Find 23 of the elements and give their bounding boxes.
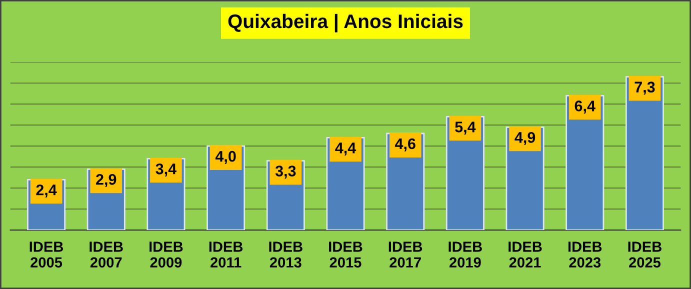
data-label: 4,0 xyxy=(215,150,236,164)
data-label: 3,3 xyxy=(275,166,296,179)
x-tick-label: IDEB 2023 xyxy=(568,242,602,268)
x-tick-label: IDEB 2019 xyxy=(448,242,482,268)
x-tick-label: IDEB 2005 xyxy=(30,242,64,268)
data-label: 2,4 xyxy=(36,184,57,198)
x-tick-label: IDEB 2025 xyxy=(628,242,662,268)
x-tick-label: IDEB 2009 xyxy=(150,242,183,268)
x-tick-label: IDEB 2021 xyxy=(508,242,542,268)
x-tick-label: IDEB 2015 xyxy=(329,242,362,268)
chart-title: Quixabeira | Anos Iniciais xyxy=(228,14,463,32)
x-tick-label: IDEB 2011 xyxy=(209,242,243,268)
x-tick-label: IDEB 2007 xyxy=(90,242,123,268)
data-label: 7,3 xyxy=(634,82,655,95)
data-label: 5,4 xyxy=(455,122,476,135)
x-tick-label: IDEB 2013 xyxy=(269,242,302,268)
data-label: 2,9 xyxy=(96,174,116,188)
data-label: 4,4 xyxy=(335,142,356,156)
data-label: 6,4 xyxy=(574,100,596,114)
data-label: 4,9 xyxy=(514,132,536,146)
data-label: 3,4 xyxy=(156,164,176,177)
x-tick-label: IDEB 2017 xyxy=(388,242,422,268)
data-label: 4,6 xyxy=(394,138,416,152)
